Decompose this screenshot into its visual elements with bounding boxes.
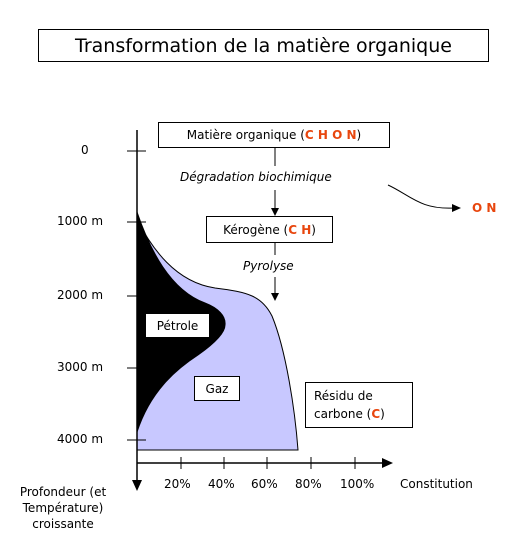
released-elements: O N: [472, 201, 496, 215]
y-axis-label-line2: Température): [22, 501, 104, 515]
page-title: Transformation de la matière organique: [38, 29, 489, 62]
released-elements-text: O N: [472, 201, 497, 215]
y-axis-label: Profondeur (et Température) croissante: [8, 484, 118, 532]
matiere-elements: C H O N: [304, 128, 357, 142]
title-text: Transformation de la matière organique: [75, 34, 452, 57]
residu-line1: Résidu de: [314, 389, 373, 403]
kerogene-suffix: ): [311, 222, 316, 237]
kerogene-box: Kérogène ( C H ): [206, 216, 333, 243]
matiere-organique-box: Matière organique ( C H O N ): [158, 122, 390, 148]
residu-box: Résidu de carbone (C): [305, 382, 413, 428]
y-axis-label-line3: croissante: [32, 517, 94, 531]
y-tick-label-4000: 4000 m: [57, 432, 104, 446]
petrole-label: Pétrole: [156, 318, 199, 333]
kerogene-prefix: Kérogène (: [223, 222, 289, 237]
x-tick-label-20: 20%: [164, 477, 191, 491]
y-tick-label-2000: 2000 m: [57, 288, 104, 302]
x-tick-label-100: 100%: [340, 477, 375, 491]
y-tick-label-1000: 1000 m: [57, 214, 104, 228]
matiere-suffix: ): [356, 128, 362, 142]
pyrolyse-label: Pyrolyse: [243, 259, 294, 273]
release-arrow-head: [452, 204, 461, 212]
y-tick-label-3000: 3000 m: [57, 360, 104, 374]
residu-element: C: [371, 407, 381, 421]
x-tick-label-40: 40%: [208, 477, 235, 491]
residu-line2-suffix: ): [380, 407, 385, 421]
gaz-box: Gaz: [194, 376, 240, 401]
x-tick-label-80: 80%: [295, 477, 322, 491]
degradation-label: Dégradation biochimique: [180, 170, 332, 184]
gaz-label: Gaz: [205, 381, 229, 396]
y-axis-label-line1: Profondeur (et: [19, 485, 107, 499]
x-axis-arrow: [382, 458, 393, 468]
residu-line2-prefix: carbone (: [314, 407, 372, 421]
x-axis-label: Constitution: [400, 477, 473, 491]
residu-line2: carbone (C): [314, 405, 385, 423]
release-arrow: [387, 184, 456, 209]
matiere-prefix: Matière organique (: [186, 128, 305, 142]
petrole-box: Pétrole: [145, 313, 210, 338]
arrow-head-kerogene: [271, 208, 279, 216]
x-tick-label-60: 60%: [251, 477, 278, 491]
arrow-head-residue: [271, 293, 279, 301]
y-axis-arrow: [132, 480, 142, 491]
kerogene-elements: C H: [288, 222, 312, 237]
y-tick-label-0: 0: [81, 143, 89, 157]
